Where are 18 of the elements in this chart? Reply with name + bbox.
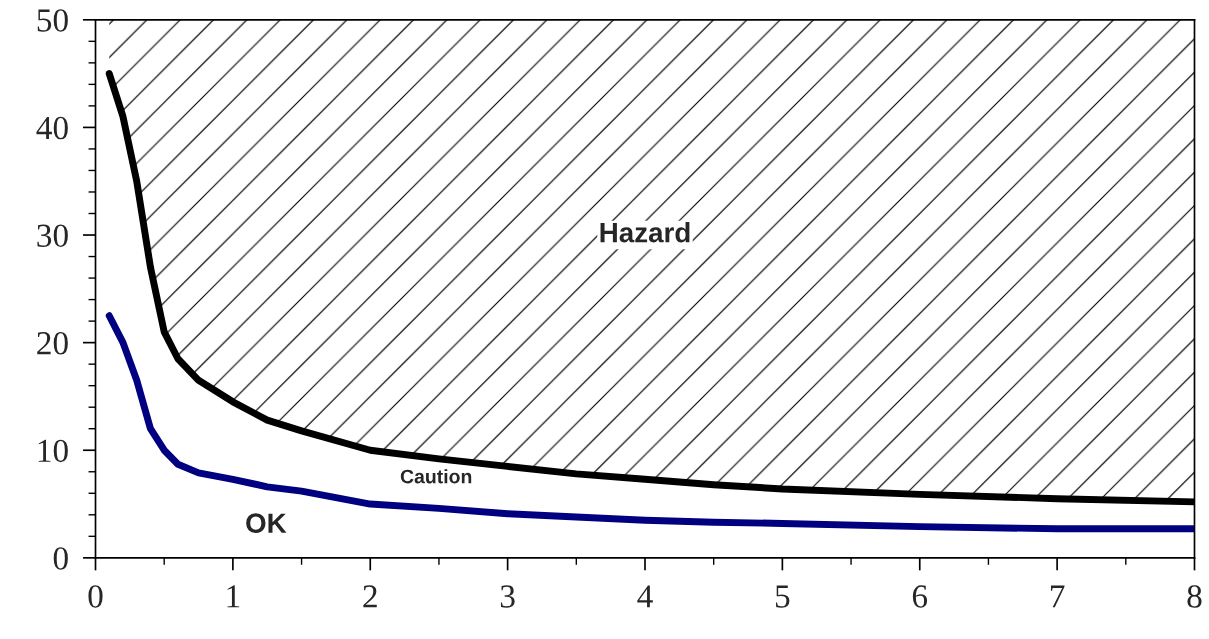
annotation: Hazard <box>600 222 690 243</box>
x-tick-label: 4 <box>637 585 653 608</box>
x-tick-label: 6 <box>912 585 928 608</box>
x-tick-label: 5 <box>775 585 790 608</box>
y-tick-label: 50 <box>37 9 68 32</box>
x-tick-label: 0 <box>88 585 103 608</box>
annotation: OK <box>246 513 287 534</box>
annotation: Caution <box>400 469 472 484</box>
x-tick-label: 7 <box>1050 585 1065 608</box>
x-tick-label: 2 <box>363 585 377 608</box>
y-tick-label: 10 <box>38 439 68 463</box>
x-tick-label: 8 <box>1187 585 1202 608</box>
y-tick-label: 0 <box>53 547 68 570</box>
x-tick-label: 3 <box>500 585 515 608</box>
y-tick-label: 40 <box>36 116 68 140</box>
y-tick-label: 30 <box>37 224 68 247</box>
x-tick-label: 1 <box>227 585 240 608</box>
y-tick-label: 20 <box>37 332 68 355</box>
